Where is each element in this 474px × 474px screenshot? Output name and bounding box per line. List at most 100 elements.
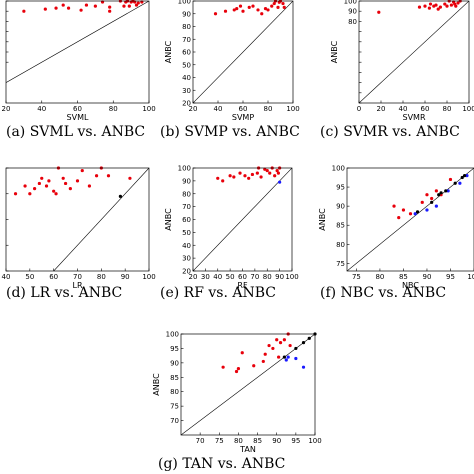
subplot-caption: (e) RF vs. ANBC	[160, 285, 276, 301]
data-point	[128, 176, 132, 180]
data-point	[127, 4, 131, 8]
x-tick-label: 90	[121, 273, 130, 281]
data-point	[288, 343, 292, 348]
y-tick-label: 70	[182, 203, 191, 211]
data-point	[263, 167, 267, 171]
data-point	[228, 174, 232, 178]
data-point	[268, 171, 272, 175]
data-point	[428, 2, 433, 6]
data-point	[420, 200, 424, 204]
x-tick-label: 40	[399, 105, 408, 113]
y-tick-label: 100	[178, 165, 191, 173]
data-point	[417, 5, 422, 9]
y-axis-label: ANBC	[164, 40, 173, 63]
x-axis-label: SVML	[67, 113, 89, 122]
y-tick-label: 70	[170, 417, 179, 425]
data-point	[68, 187, 72, 191]
data-point	[408, 212, 413, 216]
data-point	[54, 6, 58, 10]
y-tick-label: 50	[182, 229, 191, 237]
data-point	[23, 184, 27, 188]
y-tick-label: 95	[170, 345, 179, 353]
data-point	[52, 189, 56, 193]
x-axis-label: TAN	[239, 445, 256, 454]
x-tick-label: 100	[285, 273, 298, 281]
data-point	[238, 4, 243, 8]
x-tick-label: 50	[25, 273, 34, 281]
data-point	[252, 364, 256, 368]
data-point	[221, 365, 225, 369]
data-point	[445, 4, 449, 8]
data-point	[275, 338, 279, 342]
subplot-caption: (g) TAN vs. ANBC	[158, 456, 285, 472]
data-point	[265, 168, 269, 173]
x-tick-label: 75	[352, 273, 361, 281]
data-point	[456, 1, 460, 5]
subplot-3: 0 20 40 60 80 100 80 90 100 SVMR ANBC (c) SVMR vs. …	[320, 0, 474, 140]
data-point	[282, 338, 286, 342]
data-point	[301, 365, 306, 369]
data-point	[106, 174, 111, 178]
x-tick-label: 100	[142, 273, 155, 281]
y-axis-label: ANBC	[330, 40, 339, 63]
x-tick-label: 80	[375, 273, 384, 281]
data-point	[465, 174, 469, 178]
y-axis-label: ANBC	[164, 208, 173, 231]
subplot-7: 70 75 80 85 90 95 100 70 75 80 85 90 95 100 TAN ANBC (g)…	[152, 331, 322, 473]
data-point	[241, 9, 245, 13]
subplot-6: 75 80 85 90 95 100 75 80 85 90 95 100 NBC ANBC (f) NBC…	[318, 165, 474, 301]
y-tick-label: 100	[166, 331, 179, 339]
data-point	[80, 168, 84, 173]
y-axis-label: ANBC	[152, 373, 161, 396]
x-tick-label: 40	[213, 273, 222, 281]
x-tick-label: 60	[73, 105, 82, 113]
data-point	[425, 208, 429, 212]
x-tick-label: 100	[308, 437, 321, 445]
diagonal-line	[181, 334, 315, 435]
x-axis-label: NBC	[402, 281, 419, 290]
data-point	[454, 4, 458, 8]
x-tick-label: 90	[275, 273, 284, 281]
data-point	[286, 355, 290, 359]
x-tick-label: 70	[73, 273, 82, 281]
y-tick-label: 40	[182, 242, 191, 250]
data-point	[430, 196, 434, 201]
data-point	[221, 179, 225, 183]
x-axis-label: SVMR	[402, 113, 425, 122]
data-point	[263, 7, 268, 11]
data-point	[118, 194, 122, 198]
y-tick-label: 90	[336, 203, 345, 211]
y-axis-label: ANBC	[318, 208, 327, 231]
x-tick-label: 100	[467, 273, 474, 281]
data-point	[259, 175, 263, 179]
y-tick-label: 30	[182, 87, 191, 95]
data-point	[397, 215, 401, 220]
data-point	[256, 8, 260, 12]
plot-frame	[346, 167, 474, 272]
data-point	[213, 12, 218, 16]
x-tick-label: 85	[253, 437, 262, 445]
data-point	[278, 341, 283, 345]
data-point	[273, 174, 277, 178]
data-point	[448, 177, 453, 182]
x-tick-label: 85	[399, 273, 408, 281]
data-point	[235, 7, 239, 11]
data-point	[216, 176, 220, 180]
y-tick-label: 90	[182, 10, 191, 18]
x-tick-label: 80	[264, 105, 273, 113]
y-tick-label: 80	[182, 23, 191, 31]
diagonal-line	[53, 168, 149, 271]
data-point	[458, 181, 462, 185]
data-point	[443, 2, 447, 6]
y-tick-label: 70	[182, 36, 191, 44]
data-point	[234, 369, 239, 374]
x-tick-label: 20	[377, 105, 386, 113]
data-point	[247, 176, 251, 180]
data-point	[301, 341, 306, 345]
data-point	[37, 181, 41, 186]
data-point	[240, 351, 244, 355]
data-point	[282, 5, 286, 9]
data-point	[93, 4, 97, 8]
subplot-caption: (f) NBC vs. ANBC	[320, 285, 446, 301]
